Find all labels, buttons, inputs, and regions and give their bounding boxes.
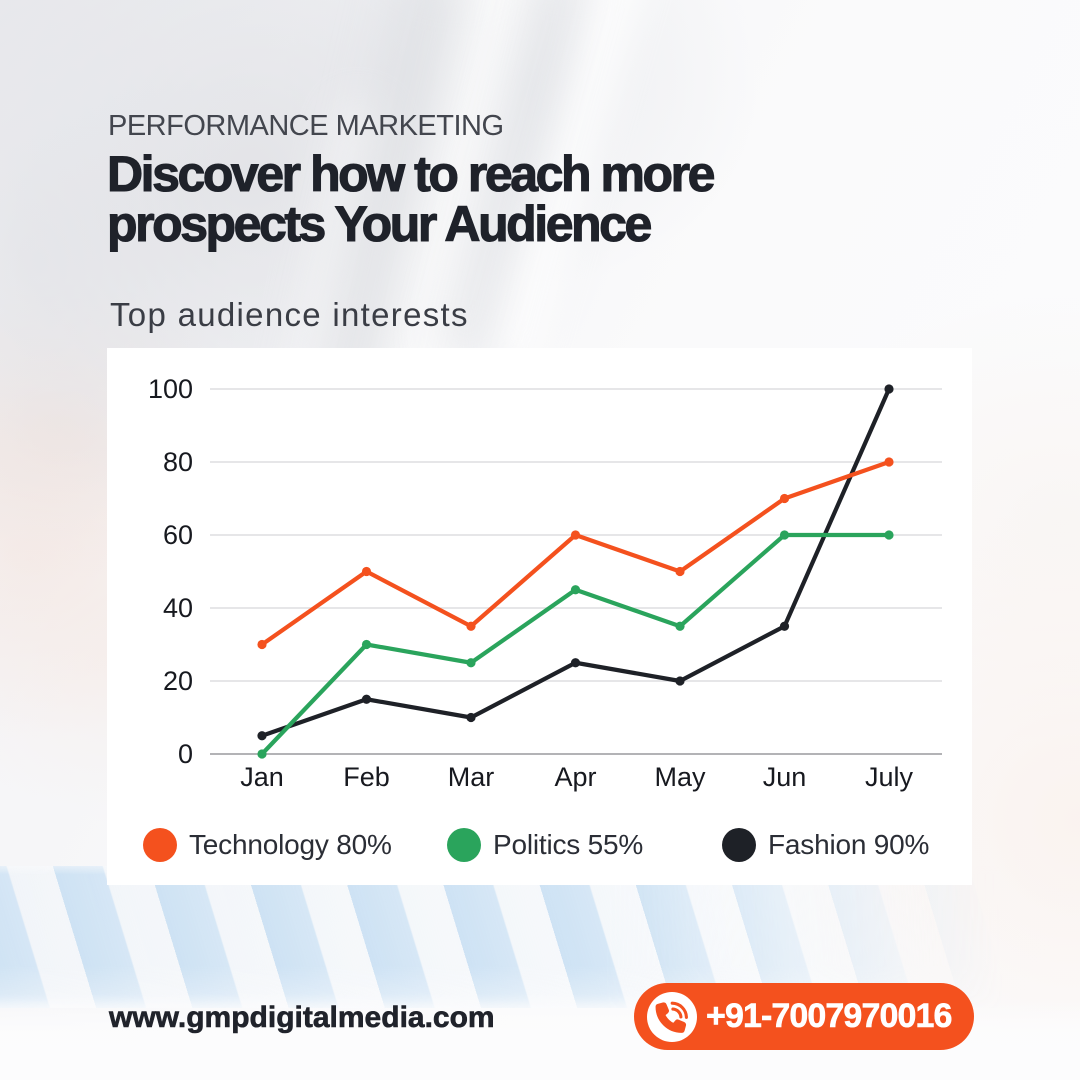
svg-text:Mar: Mar bbox=[448, 762, 495, 792]
svg-text:40: 40 bbox=[163, 593, 193, 623]
svg-text:Jun: Jun bbox=[763, 762, 807, 792]
svg-text:Feb: Feb bbox=[343, 762, 390, 792]
svg-text:Jan: Jan bbox=[240, 762, 284, 792]
svg-text:20: 20 bbox=[163, 666, 193, 696]
svg-text:100: 100 bbox=[148, 374, 193, 404]
svg-text:60: 60 bbox=[163, 520, 193, 550]
svg-text:May: May bbox=[654, 762, 706, 792]
svg-text:Apr: Apr bbox=[554, 762, 596, 792]
svg-text:0: 0 bbox=[178, 739, 193, 769]
svg-text:80: 80 bbox=[163, 447, 193, 477]
svg-text:July: July bbox=[865, 762, 914, 792]
